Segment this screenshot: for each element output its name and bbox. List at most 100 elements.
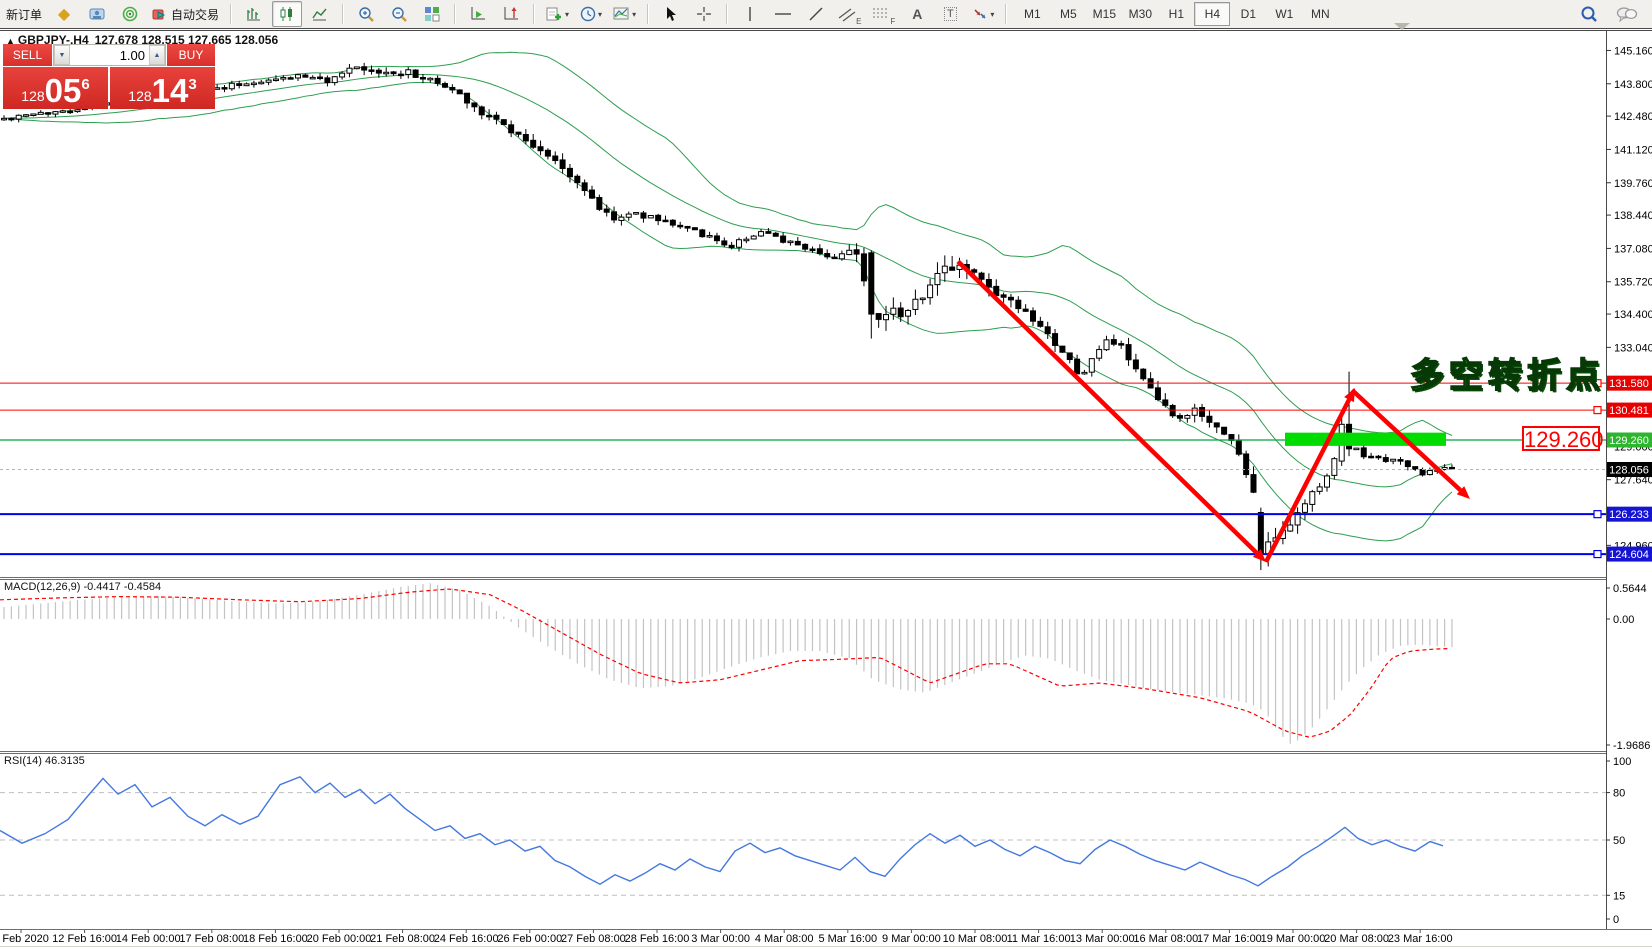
price-level-annotation[interactable]: 129.260 (1522, 426, 1604, 452)
volume-decrease-button[interactable]: ▼ (54, 45, 70, 65)
channel-tool-button[interactable]: E (834, 1, 865, 27)
timeframe-m5[interactable]: M5 (1059, 7, 1077, 21)
macd-indicator-label: MACD(12,26,9) -0.4417 -0.4584 (4, 581, 162, 593)
turning-point-annotation[interactable]: 多空转折点 (1409, 356, 1605, 396)
svg-text:1 Feb 2020: 1 Feb 2020 (0, 933, 49, 945)
tile-windows-button[interactable] (417, 1, 447, 27)
volume-increase-button[interactable]: ▲ (149, 45, 165, 65)
sell-button-label: SELL (12, 48, 43, 62)
svg-text:135.720: 135.720 (1614, 277, 1652, 289)
svg-text:12 Feb 16:00: 12 Feb 16:00 (52, 933, 117, 945)
svg-text:0: 0 (1613, 914, 1619, 926)
svg-text:137.080: 137.080 (1614, 243, 1652, 255)
new-chart-button[interactable]: ▾ (542, 1, 573, 27)
toolbar-separator (533, 4, 536, 24)
rsi-indicator-label: RSI(14) 46.3135 (4, 755, 85, 767)
sell-button[interactable]: SELL (3, 44, 52, 66)
buy-button[interactable]: BUY (167, 44, 215, 66)
timeframe-m30[interactable]: M30 (1128, 7, 1152, 21)
trendline-tool-button[interactable] (801, 1, 831, 27)
timeframe-mn[interactable]: MN (1310, 7, 1330, 21)
svg-text:9 Mar 00:00: 9 Mar 00:00 (882, 933, 941, 945)
svg-text:16 Mar 08:00: 16 Mar 08:00 (1133, 933, 1198, 945)
buy-price-base: 128 (128, 88, 152, 104)
buy-price-big: 14 (151, 72, 189, 109)
templates-button[interactable]: ▾ (609, 1, 640, 27)
sell-price-base: 128 (21, 88, 45, 104)
svg-text:128.056: 128.056 (1609, 464, 1649, 476)
buy-price-sup: 3 (188, 76, 197, 93)
svg-text:28 Feb 16:00: 28 Feb 16:00 (625, 933, 690, 945)
chevron-down-icon[interactable]: ▾ (598, 9, 603, 19)
sell-price-display[interactable]: 128 05 6 (3, 67, 108, 109)
zoom-in-button[interactable] (351, 1, 381, 27)
toolbar-separator (230, 4, 233, 24)
svg-text:14 Feb 00:00: 14 Feb 00:00 (116, 933, 181, 945)
trend-arrows[interactable] (956, 259, 1470, 564)
horizontal-line-tool-button[interactable] (768, 1, 798, 27)
auto-scroll-button[interactable] (463, 1, 493, 27)
rsi-axis: 100 80 50 15 0 (1606, 756, 1631, 926)
vertical-line-tool-button[interactable] (735, 1, 765, 27)
toolbar-separator (342, 4, 345, 24)
symbol-direction-icon: ▲ (6, 36, 15, 46)
svg-text:10 Mar 08:00: 10 Mar 08:00 (943, 933, 1008, 945)
text-tool-button[interactable]: A (902, 1, 932, 27)
autotrading-button[interactable]: 自动交易 (148, 1, 223, 27)
fibonacci-tool-button[interactable]: F (868, 1, 899, 27)
timeframe-h4[interactable]: H4 (1194, 2, 1231, 26)
text-tool-glyph: A (912, 6, 923, 22)
volume-input[interactable] (70, 45, 149, 65)
accounts-icon[interactable] (82, 1, 112, 27)
chevron-down-icon[interactable]: ▾ (632, 9, 637, 19)
bar-chart-mode-button[interactable] (239, 1, 269, 27)
chart-shift-button[interactable] (496, 1, 526, 27)
svg-text:11 Mar 16:00: 11 Mar 16:00 (1007, 933, 1071, 945)
svg-text:0.5644: 0.5644 (1613, 583, 1647, 595)
timeframe-h1[interactable]: H1 (1168, 7, 1184, 21)
macd-pane (0, 583, 1453, 744)
support-zone-rect[interactable] (1285, 432, 1446, 446)
signals-icon[interactable] (115, 1, 145, 27)
fibonacci-glyph: F (890, 17, 896, 26)
timeframe-m15[interactable]: M15 (1092, 7, 1116, 21)
svg-text:129.260: 129.260 (1609, 435, 1649, 447)
text-label-tool-button[interactable]: T (935, 1, 965, 27)
crosshair-tool-button[interactable] (689, 1, 719, 27)
chevron-down-icon[interactable]: ▾ (565, 9, 570, 19)
svg-text:126.233: 126.233 (1609, 509, 1649, 521)
zoom-out-button[interactable] (384, 1, 414, 27)
symbol-ohlc-line: ▲ GBPJPY-,H4 127.678 128.515 127.665 128.0… (6, 33, 278, 47)
deposit-icon[interactable]: ◆ (57, 6, 71, 23)
svg-text:133.040: 133.040 (1614, 342, 1652, 354)
svg-text:26 Feb 00:00: 26 Feb 00:00 (497, 933, 562, 945)
svg-text:142.480: 142.480 (1614, 111, 1652, 123)
periods-button[interactable]: ▾ (576, 1, 606, 27)
buy-price-display[interactable]: 128 14 3 (110, 67, 215, 109)
timeframe-switcher: M1 M5 M15 M30 H1 H4 D1 W1 MN (1014, 2, 1338, 26)
chevron-down-icon[interactable]: ▾ (990, 9, 995, 19)
svg-text:130.481: 130.481 (1609, 405, 1649, 417)
window-splitter-handle[interactable] (1394, 23, 1410, 30)
toolbar-separator (454, 4, 457, 24)
candle-chart-mode-button[interactable] (272, 1, 303, 27)
search-icon[interactable] (1574, 1, 1604, 27)
channel-glyph: E (856, 17, 862, 26)
svg-text:50: 50 (1613, 835, 1625, 847)
line-chart-mode-button[interactable] (305, 1, 335, 27)
svg-text:4 Mar 08:00: 4 Mar 08:00 (755, 933, 814, 945)
shapes-tool-button[interactable]: ▾ (968, 1, 998, 27)
cursor-tool-button[interactable] (656, 1, 686, 27)
chat-icon[interactable] (1612, 1, 1642, 27)
timeframe-m1[interactable]: M1 (1023, 7, 1041, 21)
svg-text:18 Feb 16:00: 18 Feb 16:00 (243, 933, 308, 945)
symbol-title: GBPJPY-,H4 (17, 33, 89, 47)
new-order-button[interactable]: 新订单 (2, 1, 46, 27)
price-level-lines[interactable] (0, 382, 1606, 556)
timeframe-w1[interactable]: W1 (1275, 7, 1294, 21)
timeframe-d1[interactable]: D1 (1240, 7, 1256, 21)
price-axis[interactable]: 145.160 143.800 142.480 141.120 139.760 138.4… (1593, 45, 1652, 562)
